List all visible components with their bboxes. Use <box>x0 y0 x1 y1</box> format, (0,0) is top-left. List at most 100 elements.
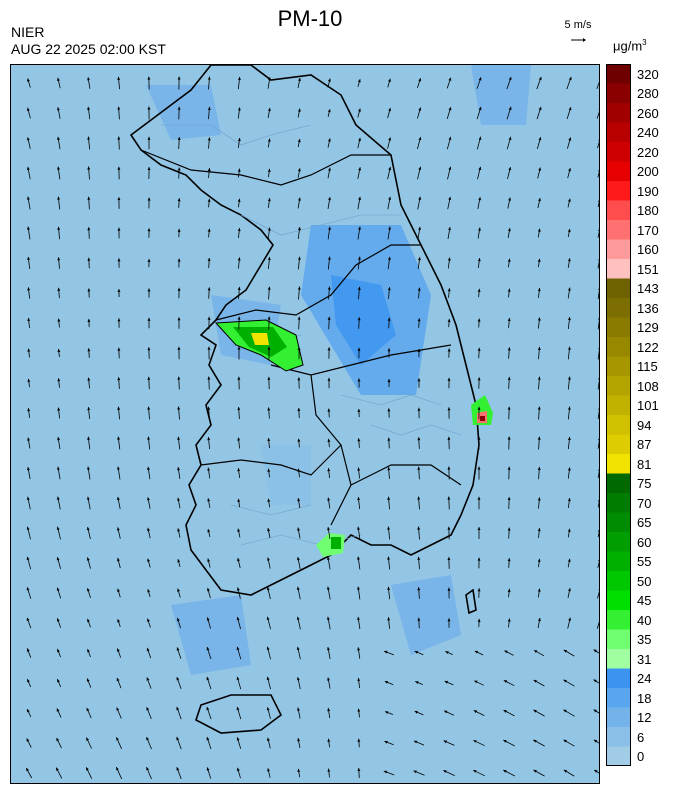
wind-arrowhead-icon <box>296 616 300 620</box>
wind-arrowhead-icon <box>567 558 571 562</box>
wind-arrowhead-icon <box>537 558 541 562</box>
wind-arrowhead-icon <box>57 679 60 683</box>
wind-arrowhead-icon <box>147 406 151 410</box>
wind-arrowhead-icon <box>56 618 60 622</box>
wind-arrowhead-icon <box>117 377 121 381</box>
wind-arrowhead-icon <box>568 617 572 621</box>
wind-arrowhead-icon <box>503 740 507 743</box>
wind-arrowhead-icon <box>57 196 61 200</box>
unit-base: μg/m <box>613 38 643 54</box>
concentration-field <box>146 65 531 675</box>
wind-arrowhead-icon <box>537 228 541 232</box>
wind-arrowhead-icon <box>27 78 30 82</box>
wind-arrowhead-icon <box>418 166 422 170</box>
wind-arrowhead-icon <box>447 496 451 500</box>
wind-arrowhead-icon <box>176 736 180 741</box>
wind-arrowhead-icon <box>207 498 211 502</box>
wind-arrowhead-icon <box>567 287 571 291</box>
wind-arrowhead-icon <box>598 589 599 591</box>
colorbar-swatch <box>606 590 631 611</box>
wind-arrowhead-icon <box>236 646 240 651</box>
wind-arrowhead-icon <box>297 498 301 502</box>
wind-arrowhead-icon <box>296 586 300 590</box>
wind-arrowhead-icon <box>117 557 120 562</box>
wind-arrowhead-icon <box>297 707 300 711</box>
wind-arrow-icon <box>596 621 599 629</box>
wind-arrowhead-icon <box>267 528 271 532</box>
wind-arrowhead-icon <box>87 377 91 381</box>
wind-arrowhead-icon <box>236 767 240 772</box>
wind-arrowhead-icon <box>177 497 180 501</box>
colorbar-label: 75 <box>637 476 652 492</box>
wind-arrowhead-icon <box>598 109 599 110</box>
wind-arrowhead-icon <box>533 680 537 683</box>
wind-arrowhead-icon <box>327 78 331 82</box>
wind-arrowhead-icon <box>237 286 241 290</box>
wind-arrowhead-icon <box>207 529 211 533</box>
wind-arrowhead-icon <box>207 198 211 202</box>
wind-arrowhead-icon <box>236 587 240 591</box>
wind-arrowhead-icon <box>206 767 210 771</box>
wind-arrowhead-icon <box>326 556 330 560</box>
wind-arrowhead-icon <box>297 197 301 201</box>
wind-arrowhead-icon <box>267 346 271 350</box>
wind-arrowhead-icon <box>417 526 421 530</box>
wind-arrowhead-icon <box>477 466 481 470</box>
wind-arrowhead-icon <box>27 709 30 713</box>
wind-arrow-icon <box>597 531 599 538</box>
wind-arrowhead-icon <box>567 467 571 471</box>
wind-arrowhead-icon <box>507 588 511 592</box>
colorbar-swatch <box>606 337 631 357</box>
wind-arrowhead-icon <box>267 316 271 320</box>
wind-arrowhead-icon <box>568 76 572 81</box>
wind-arrowhead-icon <box>358 196 362 200</box>
wind-arrowhead-icon <box>418 78 422 82</box>
colorbar-swatch <box>606 473 631 494</box>
wind-arrowhead-icon <box>176 706 180 711</box>
wind-arrowhead-icon <box>538 106 542 111</box>
colorbar-label: 94 <box>637 417 652 433</box>
wind-arrowhead-icon <box>26 617 30 621</box>
wind-arrowhead-icon <box>237 138 241 142</box>
wind-arrowhead-icon <box>417 318 421 322</box>
wind-arrowhead-icon <box>266 676 270 681</box>
wind-arrowhead-icon <box>567 528 571 532</box>
wind-arrowhead-icon <box>414 651 419 654</box>
wind-arrowhead-icon <box>598 347 599 350</box>
wind-arrowhead-icon <box>87 436 91 440</box>
wind-arrowhead-icon <box>357 616 360 621</box>
wind-arrowhead-icon <box>237 198 241 202</box>
wind-arrowhead-icon <box>327 527 330 531</box>
wind-arrowhead-icon <box>147 136 151 140</box>
wind-arrowhead-icon <box>387 317 391 321</box>
wind-arrowhead-icon <box>236 706 240 711</box>
wind-arrowhead-icon <box>507 558 511 562</box>
wind-arrowhead-icon <box>478 136 482 140</box>
wind-arrowhead-icon <box>507 618 511 622</box>
wind-arrowhead-icon <box>27 437 31 441</box>
wind-arrowhead-icon <box>597 529 599 532</box>
wind-arrowhead-icon <box>267 257 271 261</box>
wind-arrowhead-icon <box>266 646 270 650</box>
wind-arrowhead-icon <box>508 77 512 81</box>
wind-arrowhead-icon <box>57 107 60 111</box>
wind-arrowhead-icon <box>177 198 181 202</box>
colorbar-label: 45 <box>637 593 652 609</box>
wind-arrowhead-icon <box>237 316 241 320</box>
wind-arrowhead-icon <box>146 707 150 711</box>
wind-arrowhead-icon <box>267 438 271 442</box>
wind-arrowhead-icon <box>507 497 511 500</box>
wind-arrowhead-icon <box>537 406 541 410</box>
wind-arrowhead-icon <box>563 769 568 773</box>
wind-arrowhead-icon <box>387 496 391 500</box>
wind-arrowhead-icon <box>57 648 60 653</box>
wind-arrowhead-icon <box>296 677 300 681</box>
wind-arrowhead-icon <box>327 497 331 501</box>
pm10-concentration-map[interactable] <box>10 64 600 784</box>
wind-arrowhead-icon <box>177 528 181 532</box>
wind-arrowhead-icon <box>26 166 30 170</box>
wind-arrowhead-icon <box>357 79 361 83</box>
wind-arrowhead-icon <box>87 77 90 81</box>
wind-arrowhead-icon <box>237 346 241 350</box>
wind-arrowhead-icon <box>567 346 571 350</box>
